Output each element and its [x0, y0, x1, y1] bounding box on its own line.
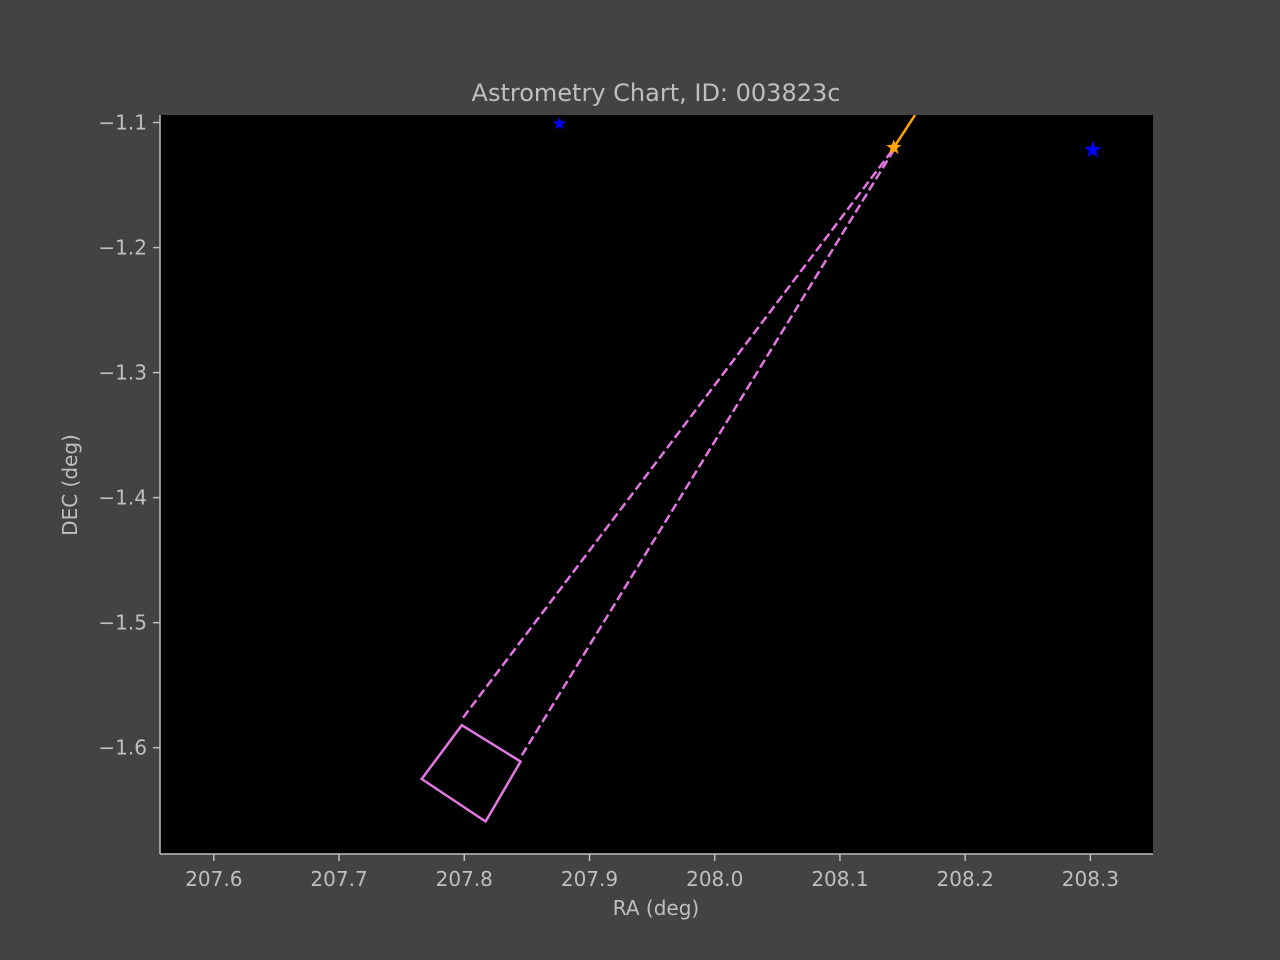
y-tick-label: −1.1 [98, 111, 147, 135]
star-point-2 [1084, 141, 1102, 158]
plot-area [160, 115, 1153, 854]
y-axis-label: DEC (deg) [58, 434, 82, 536]
y-tick-label: −1.4 [98, 486, 147, 510]
y-tick-label: −1.3 [98, 361, 147, 385]
y-tick-label: −1.2 [98, 236, 147, 260]
plot-content [419, 115, 1102, 824]
y-tick-label: −1.5 [98, 611, 147, 635]
x-axis-label: RA (deg) [613, 896, 699, 920]
chart-title: Astrometry Chart, ID: 003823c [472, 79, 841, 107]
x-tick-label: 208.1 [811, 867, 868, 891]
x-tick-label: 207.7 [310, 867, 367, 891]
y-tick-label: −1.6 [98, 736, 147, 760]
track-marker [886, 139, 902, 154]
x-tick-label: 207.6 [185, 867, 242, 891]
x-axis-ticks: 207.6 207.7 207.8 207.9 208.0 208.1 208.2 208.3 [185, 854, 1119, 891]
field-connector-1 [462, 149, 894, 719]
y-axis-ticks: −1.1 −1.2 −1.3 −1.4 −1.5 −1.6 [98, 111, 160, 760]
x-tick-label: 207.9 [561, 867, 618, 891]
x-tick-label: 208.2 [937, 867, 994, 891]
x-tick-label: 208.0 [686, 867, 743, 891]
x-tick-label: 207.8 [436, 867, 493, 891]
star-point-1 [552, 116, 567, 130]
track-line [892, 115, 917, 149]
field-box [419, 723, 523, 824]
field-connector-2 [520, 149, 895, 756]
x-tick-label: 208.3 [1062, 867, 1119, 891]
